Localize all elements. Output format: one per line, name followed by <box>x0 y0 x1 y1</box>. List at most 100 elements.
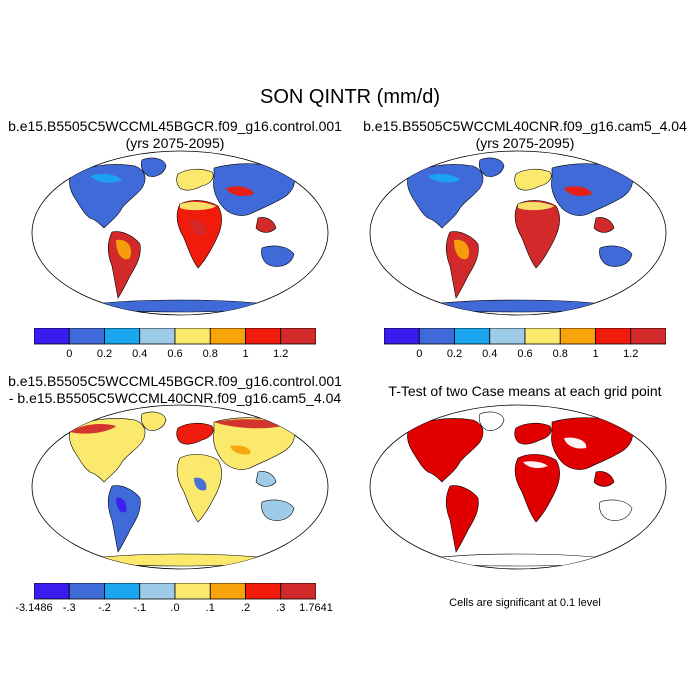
colorbar-swatch-7 <box>280 583 316 600</box>
colorbar-swatch-2 <box>104 583 141 600</box>
land-accent-1 <box>190 219 207 236</box>
colorbar-tick-label: .2 <box>240 602 251 614</box>
map-panel-1 <box>30 148 330 318</box>
colorbar-swatch-7 <box>630 328 666 345</box>
map-panel-4 <box>368 402 668 572</box>
map-panel-3 <box>30 402 330 572</box>
land-accent-0 <box>116 497 127 513</box>
land-namerica <box>69 418 146 483</box>
panel3-title: b.e15.B5505C5WCCML45BGCR.f09_g16.control… <box>0 373 350 407</box>
panel2-title: b.e15.B5505C5WCCML40CNR.f09_g16.cam5_4.0… <box>350 118 700 152</box>
colorbar-swatch-3 <box>139 328 176 345</box>
land-accent-4 <box>230 445 251 455</box>
colorbar-tick-label: 1.7641 <box>299 602 333 614</box>
panel4-title: T-Test of two Case means at each grid po… <box>350 383 700 400</box>
land-accent-0 <box>116 239 132 260</box>
land-europe <box>514 422 552 445</box>
land-europe <box>176 422 214 445</box>
land-accent-0 <box>454 239 470 260</box>
colorbar-swatch-6 <box>595 328 632 345</box>
colorbar-swatch-5 <box>559 328 596 345</box>
land-accent-3 <box>564 186 592 196</box>
colorbar-swatch-4 <box>174 583 211 600</box>
colorbar-swatch-2 <box>454 328 491 345</box>
colorbar-tick-label: 0.6 <box>167 348 183 360</box>
colorbar-swatch-0 <box>34 328 70 345</box>
land-seasia <box>593 217 615 233</box>
land-australia <box>599 245 633 267</box>
land-accent-4 <box>90 173 122 183</box>
panel4-title-line1: T-Test of two Case means at each grid po… <box>388 383 662 399</box>
colorbar-tick-label: 1.2 <box>623 348 639 360</box>
map1-svg <box>31 150 329 316</box>
panel1-title: b.e15.B5505C5WCCML45BGCR.f09_g16.control… <box>0 118 350 152</box>
panel1-title-line1: b.e15.B5505C5WCCML45BGCR.f09_g16.control… <box>8 118 342 134</box>
colorbar2-labels: 0 0.2 0.4 0.6 0.8 1 1.2 <box>384 348 666 362</box>
colorbar-swatch-7 <box>280 328 316 345</box>
land-namerica <box>407 418 484 483</box>
colorbar-tick-label: 0 <box>66 348 73 360</box>
panel2-title-line2: (yrs 2075-2095) <box>475 135 575 151</box>
map-land-group <box>407 411 633 567</box>
land-greenland <box>140 411 167 431</box>
panel2-title-line1: b.e15.B5505C5WCCML40CNR.f09_g16.cam5_4.0… <box>363 118 687 134</box>
colorbar-swatch-0 <box>34 583 70 600</box>
map3-svg <box>31 404 329 570</box>
map2-svg <box>369 150 667 316</box>
colorbar-tick-label: 1 <box>242 348 249 360</box>
land-accent-1 <box>526 214 551 240</box>
colorbar-swatch-3 <box>489 328 526 345</box>
colorbar-tick-label: .1 <box>205 602 215 614</box>
land-namerica <box>407 164 484 229</box>
land-accent-3 <box>194 477 207 491</box>
land-accent-1 <box>523 461 548 469</box>
colorbar-tick-label: 0.2 <box>96 348 113 360</box>
colorbar-tick-label: 0.8 <box>552 348 568 360</box>
land-seasia <box>255 217 277 233</box>
colorbar-tick-label: 0.8 <box>202 348 218 360</box>
map-land-group <box>69 411 295 567</box>
colorbar-tick-label: 0.2 <box>446 348 463 360</box>
colorbar-swatch-5 <box>209 583 246 600</box>
colorbar-swatch-0 <box>384 328 420 345</box>
land-greenland <box>478 157 505 177</box>
land-accent-2 <box>180 201 216 211</box>
colorbar3-labels: -3.1486 -.3 -.2 -.1 .0 .1 .2 .3 1.7641 <box>15 602 332 616</box>
colorbar-tick-label: -.2 <box>98 602 111 614</box>
land-samerica <box>445 485 479 553</box>
land-africa <box>514 454 560 523</box>
colorbar-tick-label: 1.2 <box>273 348 289 360</box>
colorbar-swatch-1 <box>68 583 105 600</box>
land-australia <box>261 245 295 267</box>
colorbar-tick-label: -.1 <box>133 602 147 614</box>
map-panel-2 <box>368 148 668 318</box>
colorbar-swatch-6 <box>245 328 282 345</box>
map-land-group <box>407 157 633 313</box>
land-greenland <box>478 411 505 431</box>
colorbar-swatch-4 <box>174 328 211 345</box>
colorbar-tick-label: 1 <box>592 348 599 360</box>
main-title: SON QINTR (mm/d) <box>260 86 440 108</box>
map-land-group <box>69 157 295 313</box>
colorbar-tick-label: 0.4 <box>132 348 148 360</box>
colorbar-tick-label: 0.4 <box>482 348 498 360</box>
colorbar-3 <box>34 583 316 601</box>
colorbar1-svg <box>34 328 316 345</box>
land-samerica <box>445 231 479 299</box>
colorbar-tick-label: .0 <box>170 602 180 614</box>
colorbar-tick-label: 0.6 <box>517 348 533 360</box>
panel1-title-line2: (yrs 2075-2095) <box>125 135 225 151</box>
colorbar-swatch-6 <box>245 583 282 600</box>
land-accent-3 <box>226 186 254 196</box>
colorbar-tick-label: -.3 <box>62 602 76 614</box>
colorbar-tick-label: -3.1486 <box>15 602 53 614</box>
map4-svg <box>369 404 667 570</box>
colorbar-tick-label: .3 <box>276 602 286 614</box>
land-accent-1 <box>70 424 116 434</box>
colorbar-swatch-5 <box>209 328 246 345</box>
land-accent-4 <box>428 173 460 183</box>
land-samerica <box>107 231 141 299</box>
land-australia <box>261 499 295 521</box>
land-accent-0 <box>564 437 587 449</box>
colorbar3-svg <box>34 583 316 600</box>
